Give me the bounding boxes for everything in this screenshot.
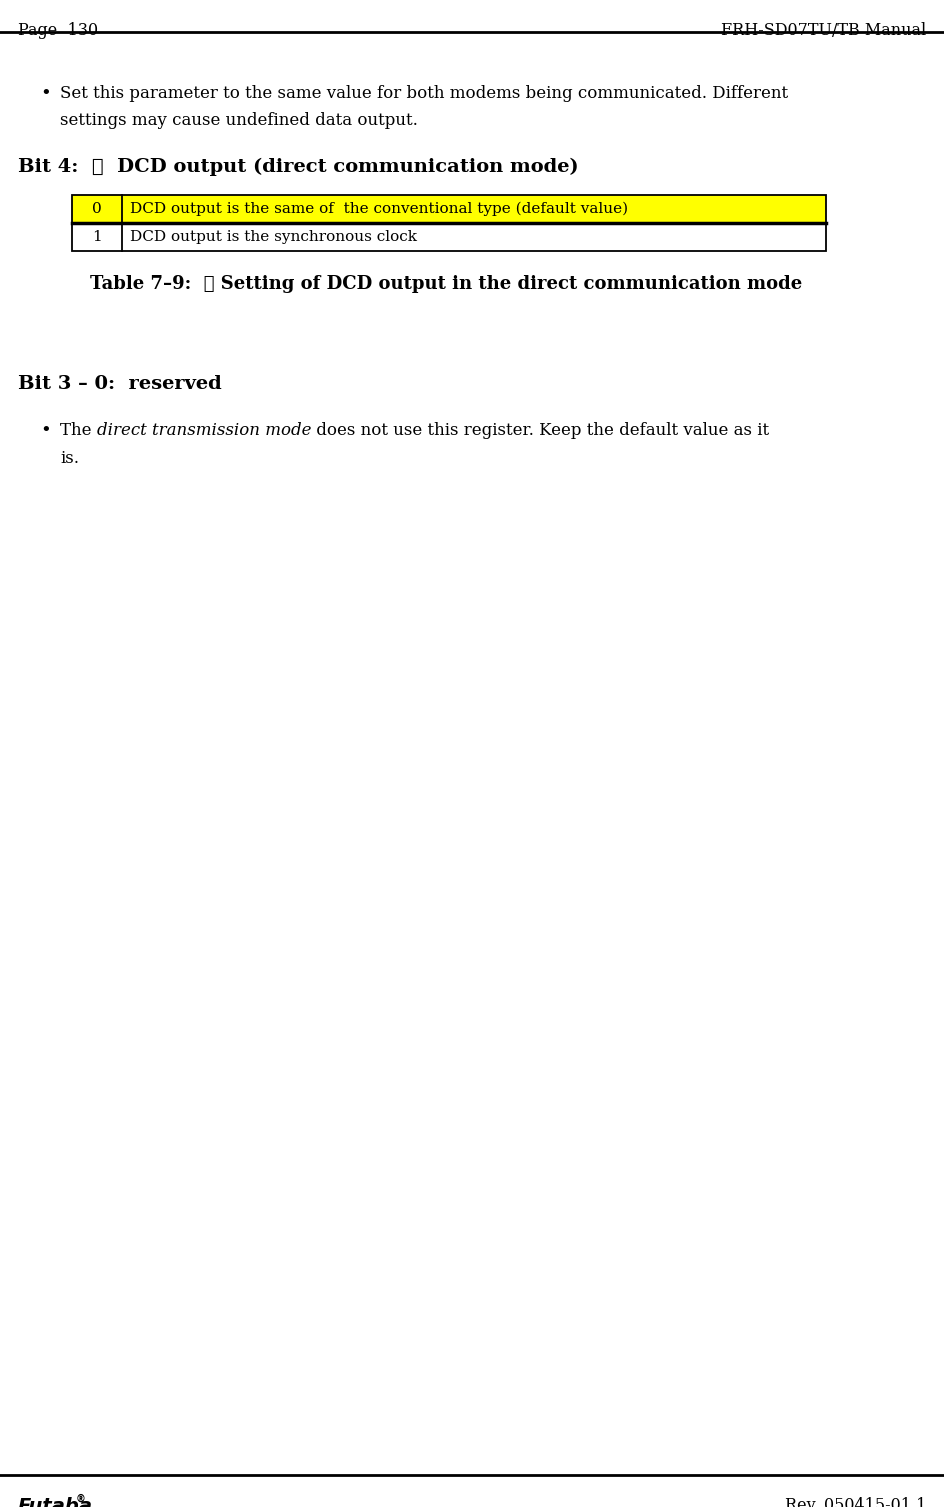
Text: Page  130: Page 130: [18, 23, 98, 39]
Text: The: The: [60, 422, 96, 439]
Text: DCD output is the same of  the conventional type (default value): DCD output is the same of the convention…: [130, 202, 628, 216]
Text: ®: ®: [76, 1493, 86, 1504]
Bar: [72, 194, 826, 252]
Bar: [72, 223, 826, 252]
Text: •: •: [40, 422, 51, 440]
Text: •: •: [40, 84, 51, 102]
Text: direct transmission mode: direct transmission mode: [96, 422, 312, 439]
Text: 0: 0: [93, 202, 102, 216]
Text: Table 7–9:  ： Setting of DCD output in the direct communication mode: Table 7–9: ： Setting of DCD output in th…: [90, 274, 802, 292]
Text: Futaba: Futaba: [18, 1496, 93, 1507]
Text: Bit 3 – 0:  reserved: Bit 3 – 0: reserved: [18, 375, 222, 393]
Text: does not use this register. Keep the default value as it: does not use this register. Keep the def…: [312, 422, 769, 439]
Text: settings may cause undefined data output.: settings may cause undefined data output…: [60, 112, 418, 130]
Text: is.: is.: [60, 451, 79, 467]
Text: 1: 1: [93, 231, 102, 244]
Text: Set this parameter to the same value for both modems being communicated. Differe: Set this parameter to the same value for…: [60, 84, 788, 102]
Text: Bit 4:  ：  DCD output (direct communication mode): Bit 4: ： DCD output (direct communicatio…: [18, 158, 579, 176]
Text: DCD output is the synchronous clock: DCD output is the synchronous clock: [130, 231, 417, 244]
Text: FRH-SD07TU/TB Manual: FRH-SD07TU/TB Manual: [721, 23, 926, 39]
Bar: [72, 194, 826, 223]
Text: Rev. 050415-01.1: Rev. 050415-01.1: [784, 1496, 926, 1507]
